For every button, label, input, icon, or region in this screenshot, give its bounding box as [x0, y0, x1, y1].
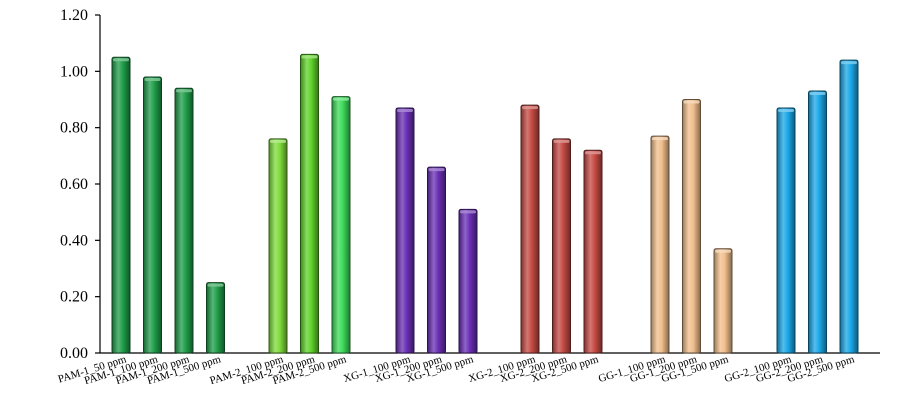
y-tick-label: 0.20	[60, 289, 88, 306]
bar	[268, 138, 288, 354]
bar-highlight	[683, 100, 700, 104]
y-axis: 0.00 0.20 0.40 0.60 0.80 1.00 1.20	[60, 7, 880, 362]
bar	[583, 149, 603, 354]
bar-highlight	[715, 249, 731, 253]
bar-highlight	[841, 61, 857, 65]
bar-highlight	[809, 92, 826, 96]
bar	[682, 99, 701, 354]
bar	[331, 96, 351, 354]
bar	[395, 107, 415, 354]
bar-highlight	[333, 97, 349, 101]
y-tick-label: 1.00	[60, 63, 88, 80]
bar-highlight	[144, 77, 161, 81]
bar	[206, 282, 225, 354]
bar-highlight	[428, 168, 445, 172]
bar-highlight	[553, 139, 570, 143]
bar	[552, 138, 571, 354]
bar-highlight	[397, 108, 413, 112]
bar	[458, 208, 478, 354]
bar-highlight	[113, 58, 129, 62]
bar	[776, 107, 796, 354]
y-tick-label: 0.60	[60, 176, 88, 193]
y-tick-label: 0.00	[60, 345, 88, 362]
bar	[143, 76, 162, 354]
bar	[713, 248, 733, 354]
bar	[111, 56, 131, 354]
bar	[174, 87, 194, 354]
bar-highlight	[207, 283, 224, 287]
bar-highlight	[176, 89, 192, 93]
bar-highlight	[522, 106, 538, 110]
bar-highlight	[460, 210, 476, 214]
bar	[839, 59, 859, 354]
bar	[427, 166, 446, 354]
bar-highlight	[652, 137, 668, 141]
bar-highlight	[301, 55, 318, 59]
y-tick-label: 0.80	[60, 120, 88, 137]
bar	[808, 90, 827, 354]
y-tick-label: 0.40	[60, 232, 88, 249]
bar	[300, 53, 319, 354]
bars	[111, 53, 859, 354]
bar-highlight	[585, 151, 601, 155]
bar-highlight	[270, 139, 286, 143]
bar	[650, 135, 670, 354]
bar-highlight	[778, 108, 794, 112]
y-tick-label: 1.20	[60, 7, 88, 24]
bar	[520, 104, 540, 354]
